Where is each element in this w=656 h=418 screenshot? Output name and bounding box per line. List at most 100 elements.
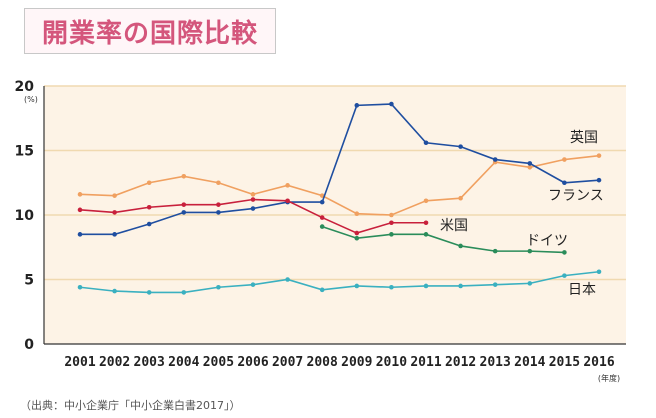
data-point	[319, 224, 325, 229]
y-axis-unit: (%)	[24, 95, 38, 104]
series-label: フランス	[548, 188, 604, 204]
y-tick-label: 20	[15, 79, 35, 95]
source-note: （出典：中小企業庁「中小企業白書2017」）	[20, 399, 241, 412]
data-point	[216, 284, 221, 290]
x-tick-label: 2003	[134, 355, 165, 370]
data-point	[250, 282, 256, 287]
data-point	[319, 215, 325, 220]
data-point	[146, 290, 152, 295]
data-point	[112, 288, 117, 294]
data-point	[250, 192, 256, 197]
series-label: 日本	[568, 282, 596, 298]
data-point	[596, 177, 602, 183]
data-point	[216, 180, 221, 186]
data-point	[458, 243, 463, 249]
series-line-1	[80, 103, 600, 236]
data-point	[389, 220, 394, 226]
data-point	[250, 197, 256, 202]
data-point	[354, 103, 360, 108]
series-line-0	[79, 154, 600, 216]
data-point	[458, 195, 463, 201]
x-axis-unit: (年度)	[598, 373, 620, 383]
data-point	[319, 287, 325, 293]
data-point	[492, 248, 498, 254]
data-point	[562, 273, 567, 278]
data-point	[492, 157, 498, 162]
data-point	[77, 207, 83, 213]
series-label: ドイツ	[526, 233, 568, 249]
x-tick-label: 2004	[168, 355, 199, 370]
y-tick-label: 15	[15, 144, 34, 160]
x-tick-label: 2013	[480, 355, 511, 370]
title-box: 開業率の国際比較	[24, 8, 276, 54]
data-point	[354, 283, 360, 289]
data-point	[181, 174, 187, 179]
x-tick-label: 2014	[514, 355, 545, 370]
data-point	[527, 161, 533, 166]
x-tick-label: 2008	[307, 355, 338, 370]
data-point	[527, 164, 533, 170]
data-point	[527, 281, 533, 286]
data-point	[146, 180, 152, 186]
data-point	[423, 283, 429, 289]
data-point	[458, 283, 463, 289]
x-tick-label: 2006	[237, 355, 268, 370]
data-point	[389, 284, 394, 290]
data-point	[423, 220, 429, 226]
data-point	[112, 232, 117, 237]
data-point	[354, 235, 360, 241]
data-point	[389, 212, 394, 218]
data-point	[423, 232, 429, 237]
x-tick-label: 2005	[203, 355, 234, 370]
data-point	[389, 232, 394, 237]
data-point	[562, 180, 567, 186]
data-point	[562, 157, 567, 162]
data-point	[285, 198, 290, 204]
x-tick-label: 2015	[549, 355, 580, 370]
x-tick-label: 2016	[583, 355, 614, 370]
data-point	[112, 210, 117, 215]
x-tick-label: 2007	[272, 355, 303, 370]
series-line-4	[79, 270, 600, 294]
series-label: 米国	[440, 218, 468, 234]
series-line-3	[321, 225, 565, 254]
data-point	[77, 192, 83, 197]
data-point	[423, 140, 429, 146]
data-point	[146, 204, 152, 210]
data-point	[354, 211, 360, 217]
data-point	[596, 269, 602, 275]
data-point	[389, 101, 394, 107]
x-tick-label: 2012	[445, 355, 476, 370]
data-point	[77, 284, 83, 290]
data-point	[319, 199, 325, 205]
x-tick-label: 2009	[341, 355, 372, 370]
x-tick-label: 2002	[99, 355, 130, 370]
y-tick-label: 0	[24, 337, 34, 353]
y-tick-label: 5	[24, 273, 34, 289]
data-point	[181, 290, 187, 295]
x-tick-label: 2001	[64, 355, 95, 370]
x-tick-label: 2011	[410, 355, 441, 370]
data-point	[250, 206, 256, 211]
data-point	[181, 210, 187, 215]
data-point	[216, 202, 221, 207]
data-point	[354, 230, 360, 236]
data-point	[492, 282, 498, 287]
y-tick-label: 10	[15, 208, 35, 224]
data-point	[216, 210, 221, 215]
data-point	[146, 221, 152, 227]
x-tick-label: 2010	[376, 355, 407, 370]
data-point	[527, 248, 533, 254]
data-point	[596, 153, 602, 158]
data-point	[285, 183, 290, 188]
series-label: 英国	[570, 129, 598, 146]
data-point	[562, 250, 567, 255]
chart-title: 開業率の国際比較	[41, 18, 258, 49]
data-point	[181, 202, 187, 207]
data-point	[112, 193, 117, 198]
data-point	[458, 144, 463, 149]
data-point	[423, 198, 429, 204]
data-point	[77, 232, 83, 237]
data-point	[285, 277, 290, 282]
